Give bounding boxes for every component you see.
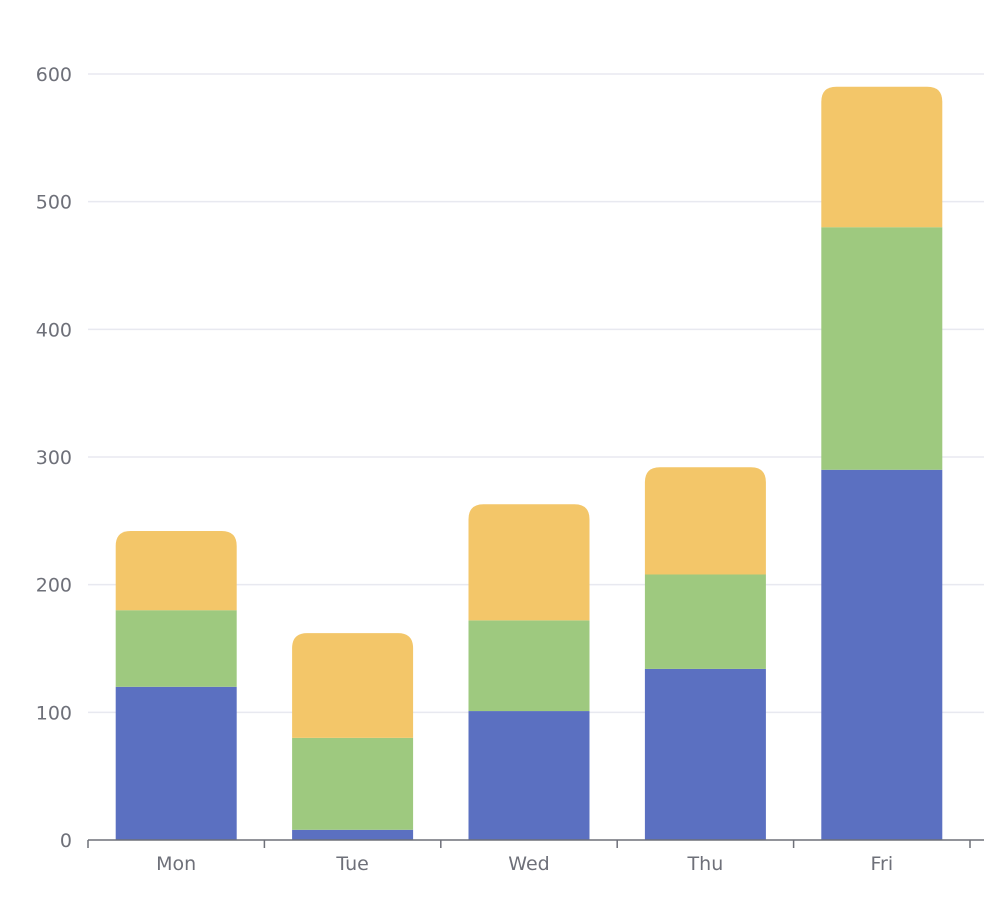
x-tick-label-mon: Mon xyxy=(156,853,196,875)
bar-fri-segment-1 xyxy=(821,469,943,840)
x-tick-label-tue: Tue xyxy=(335,853,368,875)
bar-tue-segment-3 xyxy=(292,633,414,738)
bar-fri-segment-2 xyxy=(821,227,943,470)
bars xyxy=(115,86,943,840)
y-tick-label-100: 100 xyxy=(36,702,72,724)
bar-tue-segment-2 xyxy=(292,737,414,830)
bar-tue-segment-1 xyxy=(292,829,414,840)
bar-wed-segment-2 xyxy=(468,620,590,712)
bar-mon-segment-2 xyxy=(115,610,237,687)
bar-wed-segment-1 xyxy=(468,711,590,840)
bar-fri-segment-3 xyxy=(821,86,943,228)
bar-mon-segment-3 xyxy=(115,531,237,611)
bar-thu-segment-3 xyxy=(644,467,766,575)
tick-labels: 0 100 200 300 400 500 600 Mon Tue Wed Thu Fri xyxy=(36,64,893,875)
y-tick-label-500: 500 xyxy=(36,192,72,214)
axes xyxy=(87,839,984,848)
bar-mon-segment-1 xyxy=(115,686,237,840)
x-tick-label-fri: Fri xyxy=(870,853,893,875)
y-tick-label-0: 0 xyxy=(60,830,72,852)
x-tick-label-wed: Wed xyxy=(508,853,549,875)
y-tick-label-300: 300 xyxy=(36,447,72,469)
y-tick-label-600: 600 xyxy=(36,64,72,86)
bar-wed-segment-3 xyxy=(468,504,590,621)
x-tick-label-thu: Thu xyxy=(687,853,724,875)
bar-thu-segment-2 xyxy=(644,574,766,669)
y-tick-label-400: 400 xyxy=(36,319,72,341)
bar-thu-segment-1 xyxy=(644,668,766,840)
y-tick-label-200: 200 xyxy=(36,575,72,597)
